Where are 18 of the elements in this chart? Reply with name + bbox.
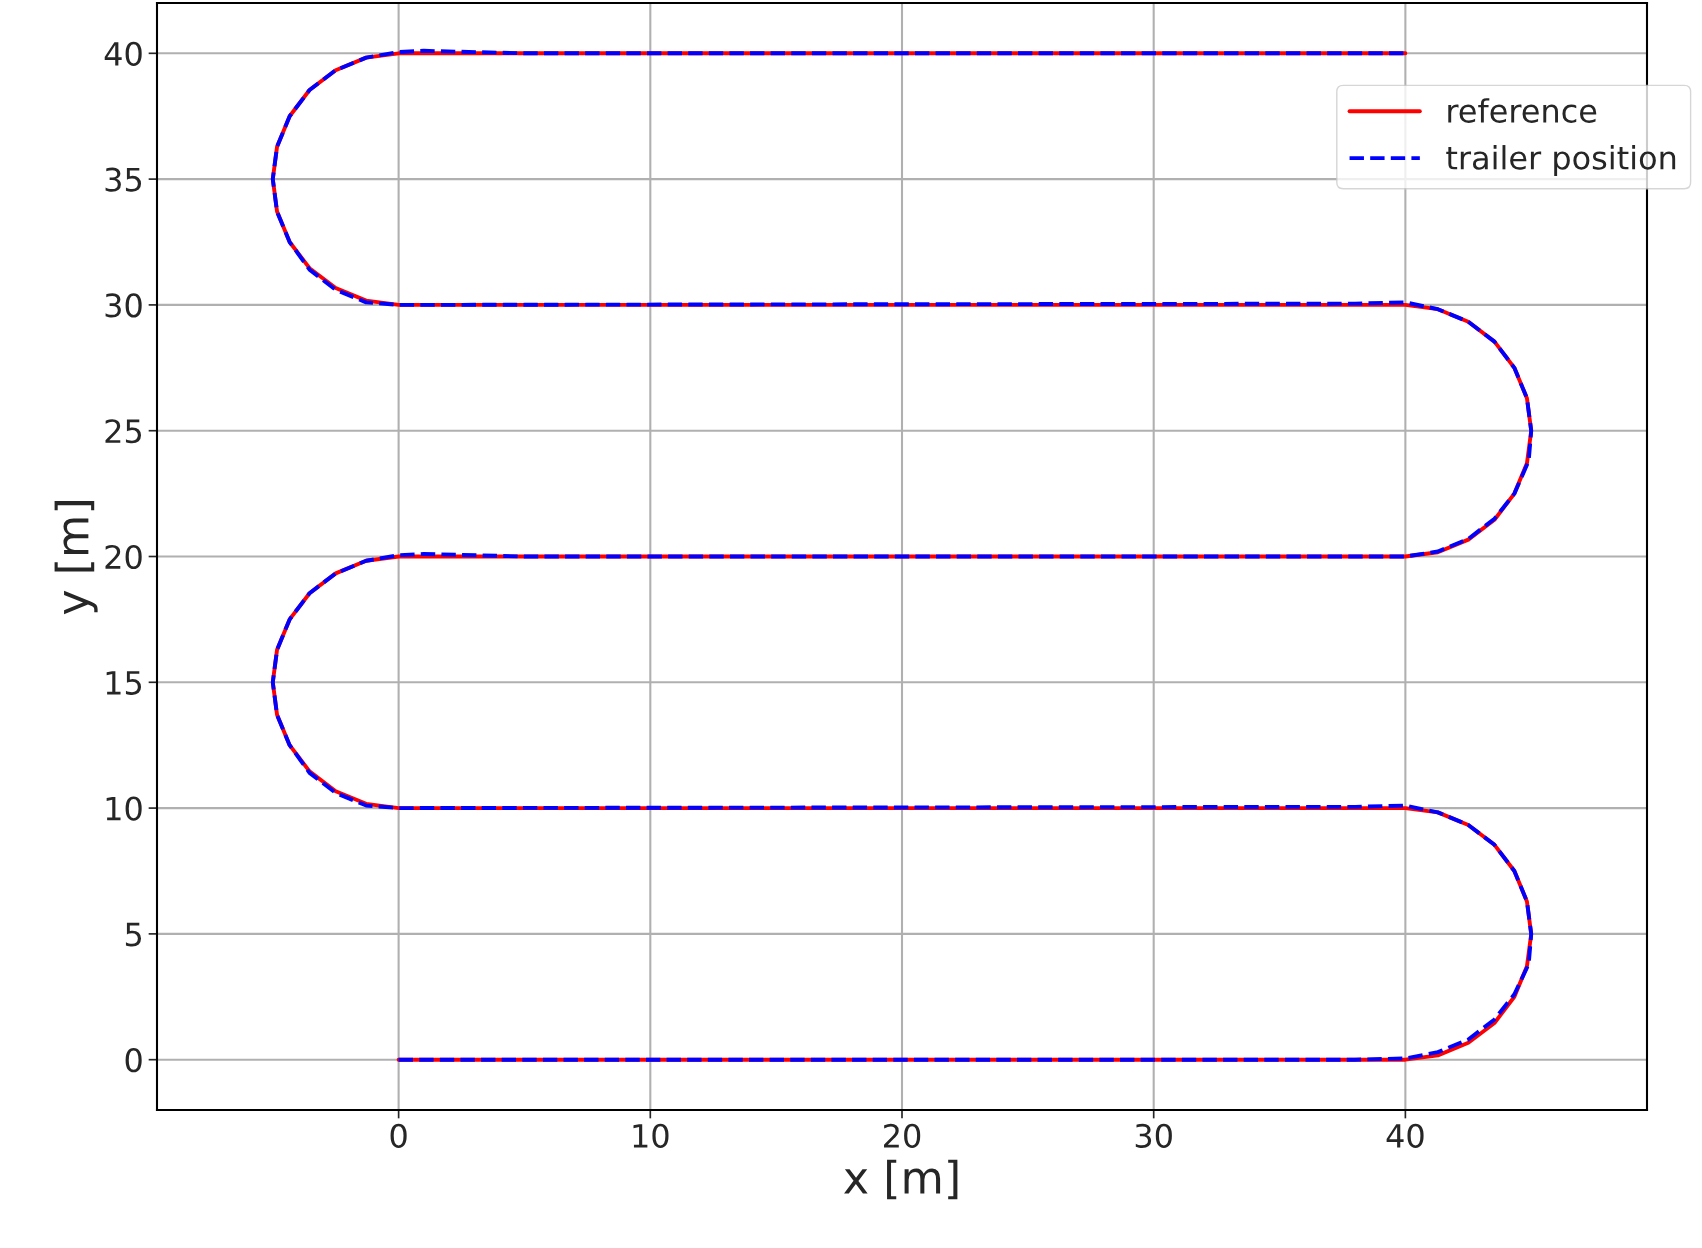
- legend-label: trailer position: [1446, 145, 1676, 176]
- x-axis-title: x [m]: [844, 1159, 958, 1200]
- x-tick-label: 20: [884, 1123, 921, 1148]
- y-tick-label: 20: [105, 544, 142, 570]
- x-tick-label: 40: [1386, 1123, 1424, 1148]
- y-tick-label: 5: [125, 922, 142, 947]
- x-tick-label: 0: [390, 1123, 407, 1148]
- y-tick-label: 0: [125, 1048, 142, 1073]
- y-axis-title: y [m]: [54, 501, 98, 615]
- y-tick-label: 40: [104, 41, 142, 66]
- x-tick-label: 30: [1135, 1123, 1172, 1148]
- y-tick-label: 15: [106, 671, 142, 695]
- legend-label: reference: [1448, 98, 1597, 123]
- y-tick-label: 35: [105, 167, 142, 192]
- y-tick-label: 10: [106, 796, 142, 821]
- y-tick-label: 25: [105, 419, 142, 444]
- y-tick-label: 30: [105, 293, 142, 318]
- x-tick-label: 10: [633, 1123, 669, 1148]
